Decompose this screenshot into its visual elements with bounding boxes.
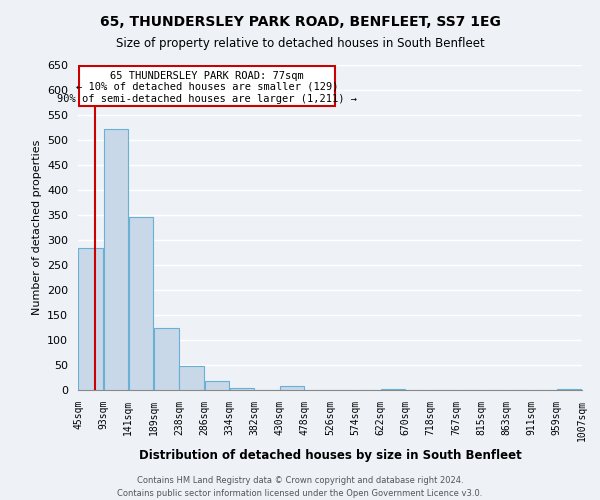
Bar xyxy=(79,66,335,106)
Bar xyxy=(104,128,128,390)
Bar xyxy=(179,366,204,390)
Bar xyxy=(79,248,103,390)
Bar xyxy=(128,216,153,390)
Bar xyxy=(280,386,304,390)
Y-axis label: Number of detached properties: Number of detached properties xyxy=(32,140,41,315)
Bar xyxy=(557,388,581,390)
Text: ← 10% of detached houses are smaller (129): ← 10% of detached houses are smaller (12… xyxy=(76,82,338,92)
Bar xyxy=(230,388,254,390)
Bar xyxy=(205,380,229,390)
Text: 65 THUNDERSLEY PARK ROAD: 77sqm: 65 THUNDERSLEY PARK ROAD: 77sqm xyxy=(110,70,304,81)
Text: Size of property relative to detached houses in South Benfleet: Size of property relative to detached ho… xyxy=(116,38,484,51)
Text: Contains HM Land Registry data © Crown copyright and database right 2024.
Contai: Contains HM Land Registry data © Crown c… xyxy=(118,476,482,498)
Bar xyxy=(154,328,179,390)
Text: 65, THUNDERSLEY PARK ROAD, BENFLEET, SS7 1EG: 65, THUNDERSLEY PARK ROAD, BENFLEET, SS7… xyxy=(100,15,500,29)
Text: 90% of semi-detached houses are larger (1,211) →: 90% of semi-detached houses are larger (… xyxy=(57,94,357,104)
Bar xyxy=(380,388,405,390)
X-axis label: Distribution of detached houses by size in South Benfleet: Distribution of detached houses by size … xyxy=(139,449,521,462)
